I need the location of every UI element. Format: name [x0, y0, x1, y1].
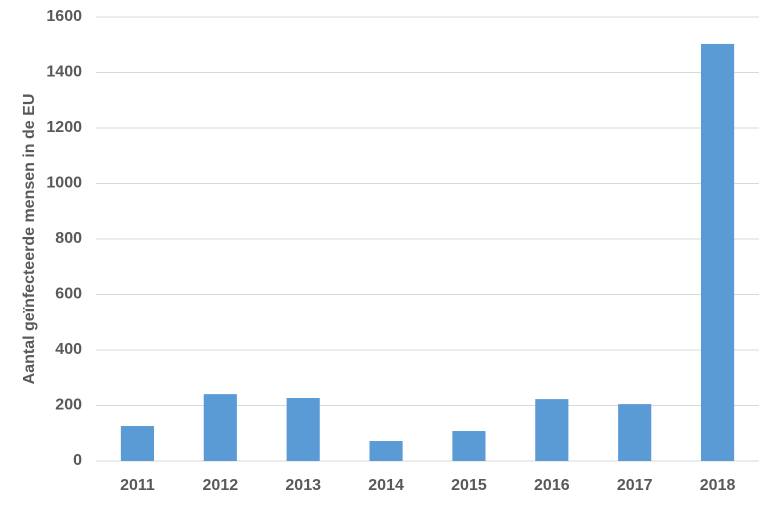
y-tick-label: 400	[55, 341, 82, 358]
x-tick-label: 2012	[203, 477, 239, 494]
x-tick-label: 2015	[451, 477, 487, 494]
y-tick-label: 600	[55, 286, 82, 303]
bar	[452, 431, 486, 461]
bar	[700, 43, 735, 461]
x-tick-label: 2018	[700, 477, 736, 494]
bar	[369, 441, 403, 461]
y-tick-label: 1200	[46, 119, 82, 136]
y-axis-title: Aantal geïnfecteerde mensen in de EU	[21, 94, 38, 385]
y-tick-label: 200	[55, 397, 82, 414]
y-tick-label: 800	[55, 230, 82, 247]
bar	[286, 398, 320, 461]
x-tick-label: 2013	[285, 477, 321, 494]
x-tick-label: 2016	[534, 477, 570, 494]
bar	[203, 394, 237, 461]
bar	[535, 399, 569, 461]
bar	[120, 426, 155, 461]
y-tick-label: 1000	[46, 175, 82, 192]
bar	[618, 404, 652, 461]
x-tick-label: 2017	[617, 477, 653, 494]
x-tick-label: 2011	[120, 477, 155, 494]
x-tick-label: 2014	[368, 477, 404, 494]
y-tick-label: 1600	[46, 8, 82, 25]
y-tick-label: 1400	[46, 64, 82, 81]
y-tick-label: 0	[73, 452, 82, 469]
